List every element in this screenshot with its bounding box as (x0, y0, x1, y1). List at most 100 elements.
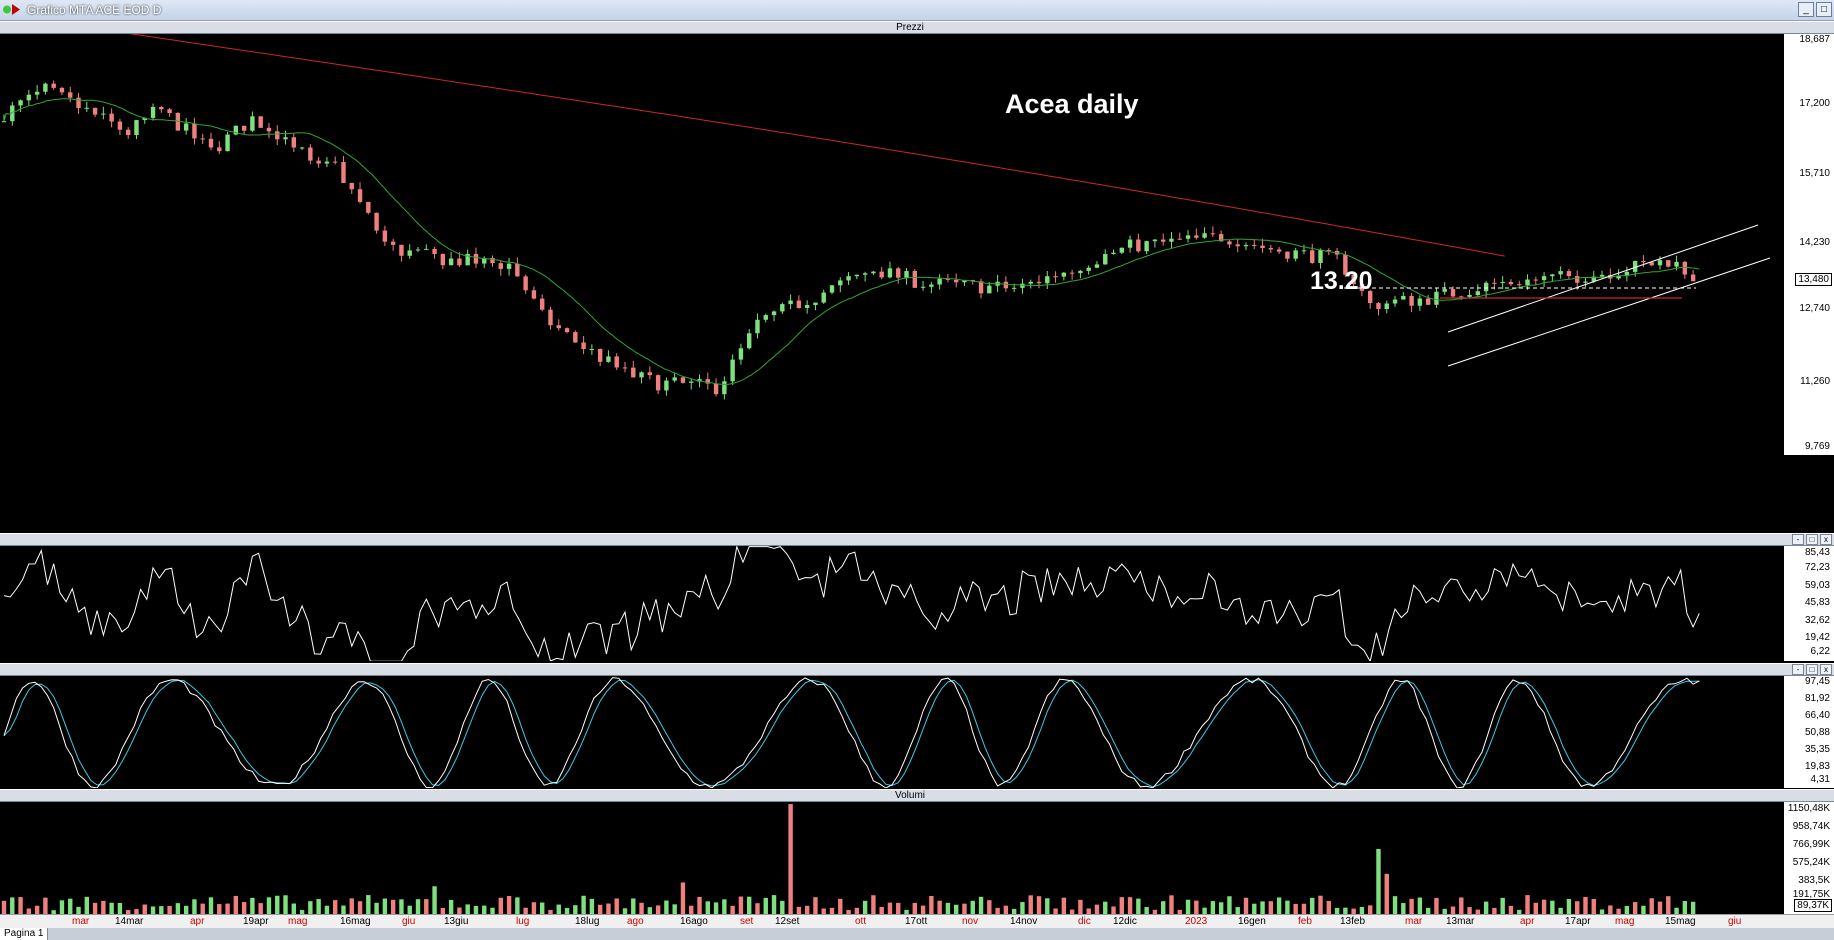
price-candle (150, 103, 156, 121)
stochastic-close-button[interactable]: x (1820, 664, 1832, 675)
rsi-line (3, 546, 1700, 661)
volume-bar (540, 902, 545, 914)
price-candle (523, 274, 528, 294)
rsi-y-label-1: 85,43 (1804, 547, 1830, 558)
price-candle (937, 274, 942, 290)
volume-bar (1177, 909, 1182, 914)
x-axis-label-2023: 2023 (1185, 916, 1208, 927)
volume-bar (18, 897, 23, 914)
x-axis-label-15mag: 15mag (1665, 916, 1696, 927)
volume-bar (357, 901, 363, 914)
volume-last-badge: 89,37K (1794, 899, 1832, 912)
x-axis-label-13mar: 13mar (1446, 916, 1475, 927)
price-candle (1517, 280, 1522, 287)
maximize-button[interactable]: □ (1816, 2, 1832, 17)
volume-bar (1384, 873, 1389, 914)
volume-bar (159, 906, 164, 914)
price-candle (945, 273, 951, 283)
price-candle (275, 125, 280, 146)
price-candle (68, 86, 73, 103)
x-axis-label-nov: nov (962, 916, 979, 927)
stochastic-minimize-button[interactable]: - (1792, 664, 1804, 675)
stochastic-y-axis[interactable] (1784, 676, 1834, 788)
rsi-y-label-3: 59,03 (1804, 580, 1830, 591)
volume-bar (680, 882, 686, 914)
price-candle (1028, 279, 1033, 289)
minimize-button[interactable]: _ (1798, 2, 1814, 17)
tab-pagina-1[interactable]: Pagina 1 (0, 928, 49, 940)
channel-upper-line[interactable] (1447, 224, 1759, 333)
annotation-title: Acea daily (1005, 89, 1139, 119)
volume-bar (1351, 908, 1356, 914)
volume-bar (1194, 900, 1199, 914)
price-candle (233, 125, 239, 136)
price-candle (1069, 269, 1075, 280)
price-candle (622, 361, 628, 373)
price-candle (556, 319, 561, 331)
volume-bar (771, 895, 777, 914)
vol-y-label-4: 575,24K (1792, 857, 1830, 868)
x-axis-label-giu: giu (1728, 916, 1742, 927)
price-y-label-3: 15,710 (1799, 168, 1830, 179)
price-candle (639, 371, 644, 384)
volume-y-axis[interactable] (1784, 802, 1834, 914)
stochastic-chart[interactable] (0, 676, 1784, 788)
volume-bar (655, 905, 661, 914)
price-candle (763, 313, 768, 323)
price-candle (672, 372, 677, 383)
stoch-y-label-6: 19,83 (1804, 761, 1830, 772)
rsi-close-button[interactable]: x (1820, 534, 1832, 545)
x-axis-label-14mar: 14mar (115, 916, 144, 927)
volume-bar (390, 899, 396, 914)
x-axis-label-17ott: 17ott (905, 916, 928, 927)
short-moving-average-line (3, 98, 1700, 386)
volume-bar (1276, 897, 1282, 914)
price-candle (142, 117, 147, 124)
price-candle (92, 107, 98, 118)
price-chart[interactable] (0, 34, 1784, 455)
volume-bar (1550, 900, 1555, 914)
price-candle (59, 86, 65, 96)
volume-bar (432, 886, 437, 914)
volume-bar (1401, 903, 1406, 914)
rsi-y-label-5: 32,62 (1804, 615, 1830, 626)
price-candle (896, 266, 901, 284)
price-candle (1276, 246, 1282, 254)
price-candle (1053, 271, 1058, 283)
volume-bar (1144, 907, 1149, 914)
channel-lower-line[interactable] (1447, 257, 1771, 367)
price-candle (1103, 249, 1108, 265)
price-candle (722, 376, 727, 400)
rsi-minimize-button[interactable]: - (1792, 534, 1804, 545)
price-candle (299, 147, 305, 151)
x-axis-label-13giu: 13giu (444, 916, 469, 927)
volume-bar (1202, 907, 1207, 914)
price-candle (225, 131, 230, 152)
rsi-maximize-button[interactable]: □ (1806, 534, 1818, 545)
volume-bar (1483, 901, 1489, 914)
rsi-y-axis[interactable] (1784, 546, 1834, 661)
rsi-chart[interactable] (0, 546, 1784, 661)
price-candle (498, 260, 503, 276)
volume-bar (84, 896, 89, 914)
price-candle (713, 378, 719, 397)
window-titlebar: Grafico MTA ACE EOD D _ □ (0, 0, 1834, 21)
price-candle (1301, 244, 1307, 255)
volume-chart[interactable] (0, 802, 1784, 914)
price-candle (457, 252, 462, 267)
volume-bar (730, 905, 735, 914)
date-x-axis[interactable]: mar 14mar apr 19apr mag 16mag giu 13giu lug 18lug… (0, 914, 1834, 929)
price-candles (1, 80, 1696, 400)
price-candle (548, 306, 553, 330)
volume-bar (697, 896, 702, 914)
price-candle (1575, 270, 1580, 290)
price-candle (1235, 239, 1240, 253)
price-candle (448, 251, 454, 266)
price-y-axis[interactable] (1784, 34, 1834, 455)
stochastic-maximize-button[interactable]: □ (1806, 664, 1818, 675)
volume-bar (970, 900, 975, 914)
volume-bar (92, 902, 98, 914)
price-candle (904, 268, 909, 285)
volume-bar (1318, 895, 1323, 914)
volume-bar (407, 905, 412, 914)
